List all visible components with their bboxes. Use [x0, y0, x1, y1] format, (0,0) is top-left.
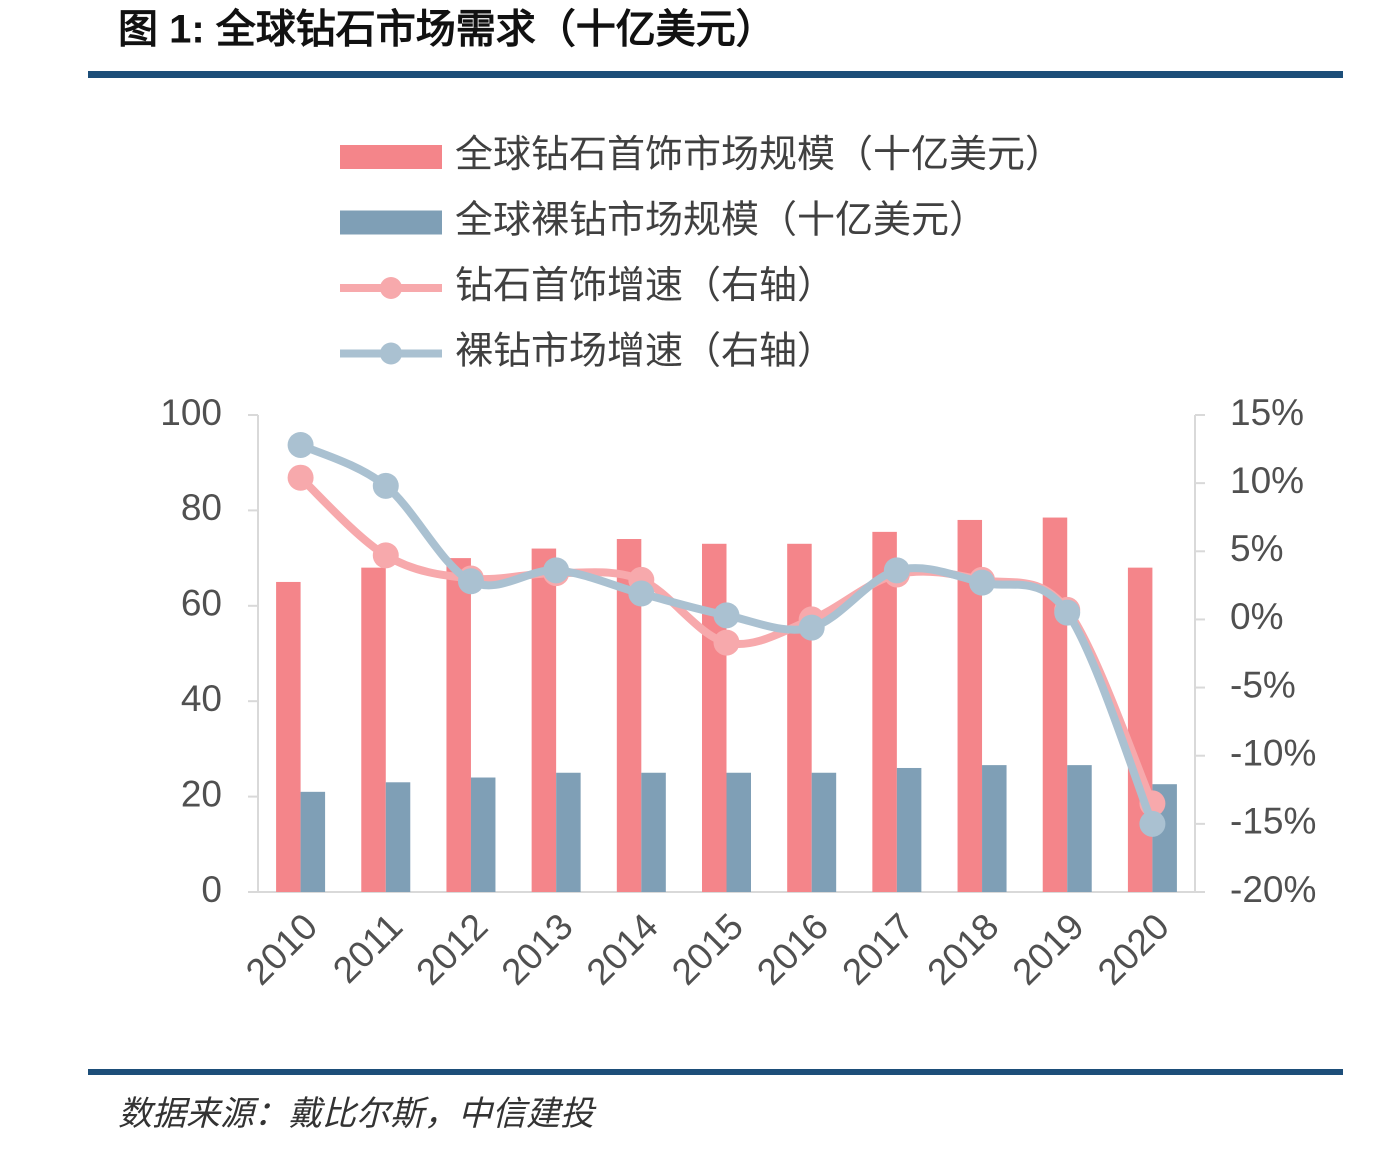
- bar: [300, 791, 326, 892]
- legend-swatch: [340, 145, 442, 169]
- line-marker: [372, 472, 399, 499]
- legend-label: 钻石首饰增速（右轴）: [455, 265, 835, 307]
- line-marker: [1139, 810, 1166, 837]
- line-marker: [1054, 599, 1081, 626]
- line: [298, 441, 1157, 826]
- x-tick-label: 2013: [494, 906, 581, 993]
- x-tick-label: 2020: [1090, 906, 1177, 993]
- x-tick-label: 2017: [834, 906, 921, 993]
- line-marker: [287, 464, 314, 491]
- line-marker: [713, 602, 740, 629]
- y2-tick-label: -15%: [1230, 801, 1316, 842]
- y2-tick-label: 5%: [1230, 528, 1283, 569]
- x-tick-label: 2010: [238, 906, 325, 993]
- x-tick-label: 2015: [664, 906, 751, 993]
- legend-label: 裸钻市场增速（右轴）: [455, 331, 835, 373]
- y-tick-label: 60: [181, 583, 222, 624]
- x-tick-label: 2016: [749, 906, 836, 993]
- y2-tick-label: 0%: [1230, 596, 1283, 637]
- legend-swatch: [380, 342, 402, 365]
- bar: [556, 772, 581, 892]
- bar: [872, 531, 897, 892]
- header-rule: [88, 71, 1343, 78]
- y2-tick-label: -10%: [1230, 732, 1316, 773]
- x-tick-label: 2014: [579, 906, 666, 993]
- line-marker: [287, 431, 314, 458]
- bar: [787, 543, 812, 892]
- legend-label: 全球钻石首饰市场规模（十亿美元）: [455, 134, 1063, 176]
- line-marker: [457, 568, 484, 595]
- bar: [470, 777, 496, 892]
- line-marker: [798, 614, 825, 641]
- bar: [811, 772, 837, 892]
- bar: [1127, 567, 1153, 892]
- line-marker: [969, 569, 996, 596]
- y-tick-label: 40: [181, 678, 222, 719]
- y2-tick-label: -20%: [1230, 869, 1316, 910]
- x-tick-label: 2019: [1005, 906, 1092, 993]
- x-tick-label: 2018: [919, 906, 1006, 993]
- legend-swatch: [380, 277, 402, 299]
- y2-tick-label: 15%: [1230, 392, 1304, 433]
- y-tick-label: 20: [181, 773, 222, 814]
- bar: [982, 765, 1007, 892]
- line-marker: [883, 557, 910, 584]
- y-tick-label: 80: [181, 487, 222, 528]
- chart-title: 图 1: 全球钻石市场需求（十亿美元）: [118, 7, 776, 52]
- bar: [531, 548, 557, 892]
- bar: [276, 581, 301, 892]
- bar: [726, 772, 751, 892]
- bar: [361, 567, 386, 892]
- bar: [702, 543, 727, 892]
- x-tick-label: 2012: [408, 906, 495, 993]
- bar: [385, 782, 411, 892]
- legend-swatch: [340, 210, 442, 235]
- x-tick-label: 2011: [325, 906, 410, 991]
- line-marker: [543, 557, 570, 584]
- line-marker: [628, 580, 655, 607]
- y-tick-label: 0: [201, 869, 222, 910]
- source-note: 数据来源：戴比尔斯，中信建投: [118, 1095, 597, 1133]
- bar: [641, 772, 666, 892]
- line-marker: [713, 629, 740, 656]
- legend-label: 全球裸钻市场规模（十亿美元）: [455, 200, 987, 242]
- bar: [446, 558, 471, 892]
- y2-tick-label: 10%: [1230, 460, 1304, 501]
- bar: [896, 767, 922, 892]
- bar: [1067, 765, 1092, 892]
- footer-rule: [88, 1069, 1343, 1075]
- y-tick-label: 100: [160, 392, 222, 433]
- bar: [1042, 517, 1068, 892]
- y2-tick-label: -5%: [1230, 664, 1296, 705]
- line-marker: [372, 542, 399, 569]
